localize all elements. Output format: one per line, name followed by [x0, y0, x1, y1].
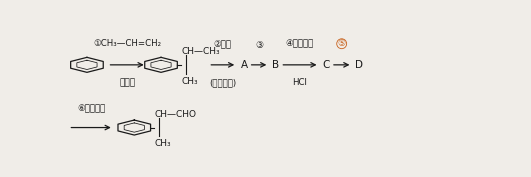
Text: A: A [241, 60, 248, 70]
Text: C: C [322, 60, 329, 70]
Text: CH₃: CH₃ [155, 139, 171, 148]
Text: ②光照: ②光照 [214, 39, 232, 48]
Text: ①CH₃—CH=CH₂: ①CH₃—CH=CH₂ [93, 39, 161, 48]
Text: CH—CH₃: CH—CH₃ [181, 47, 220, 56]
Text: 傅化剂: 傅化剂 [119, 78, 135, 87]
Text: B: B [272, 60, 279, 70]
Text: CH—CHO: CH—CHO [155, 110, 196, 119]
Text: ⑥氧化反应: ⑥氧化反应 [77, 104, 105, 113]
Text: HCl: HCl [293, 78, 307, 87]
Text: ⑤: ⑤ [338, 39, 346, 48]
Text: ③: ③ [255, 41, 263, 50]
Text: (一氯代物): (一氯代物) [209, 78, 236, 87]
Text: ④加成反应: ④加成反应 [286, 39, 314, 48]
Text: D: D [355, 60, 363, 70]
Text: CH₃: CH₃ [181, 77, 198, 86]
